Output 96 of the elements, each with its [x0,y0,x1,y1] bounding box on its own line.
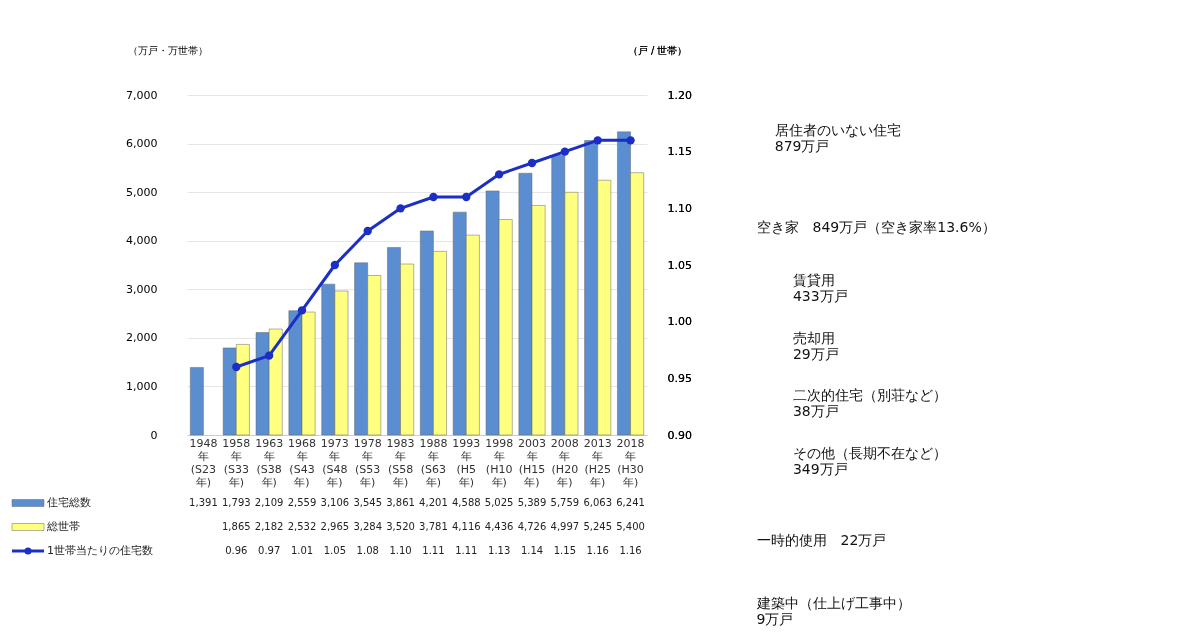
x-tick-label: 1968年(S43年) [288,436,316,489]
data-label: 1,793 [221,497,251,508]
point [330,260,340,270]
text: 二次的住宅（別荘など） 38万戸 [792,387,947,420]
x-tick-label: 1978年(S53年) [353,436,382,489]
data-label: 3,781 [419,521,448,532]
x-tick-label: 1988年(S63年) [419,436,448,489]
data-label: 2,182 [254,521,284,532]
data-label: 6,241 [616,497,645,508]
data-label: 1.05 [323,545,346,556]
data-label: 3,106 [320,497,350,508]
y2-tick-label: 1.05 [667,258,692,272]
y-tick-label: 2,000 [126,331,158,345]
x-tick-label: 1963年(S38年) [255,436,284,489]
point [494,170,504,179]
data-label: 4,116 [451,521,481,532]
data-label: 1.10 [389,545,412,556]
data-label: 1.15 [553,545,576,556]
x-tick-label: 1958年(S33年) [222,436,251,489]
text: 売却用 29万戸 [792,329,839,362]
x-tick-label: 2013年(H25年) [583,436,612,489]
data-label: 1.11 [455,545,478,556]
data-label: 2,559 [287,497,317,508]
bar [190,367,204,436]
text: 建築中（仕上げ工事中） 9万戸 [755,595,911,628]
point [264,351,274,360]
text: 一時的使用 22万戸 [756,532,887,549]
x-tick-label: 2008年(H20年) [550,436,579,489]
data-label: 1.16 [586,545,609,556]
point [297,306,307,315]
y-tick-label: 1,000 [126,379,158,393]
data-label: 5,389 [517,497,547,508]
y2-tick-label: 1.00 [667,315,692,329]
data-label: 3,520 [386,521,415,532]
point [593,136,602,145]
point [462,192,471,202]
text: 賃貸用 433万戸 [792,271,848,304]
y2-tick-label: 1.20 [667,88,692,102]
point [560,147,570,156]
data-label: 5,245 [583,521,613,532]
data-label: 5,400 [616,521,645,532]
y2-tick-label: 1.10 [667,201,692,215]
data-label: 1,865 [221,521,251,532]
data-label: 1.08 [356,545,379,556]
point [232,362,241,372]
data-label: 1.16 [619,545,642,556]
text: その他（長期不在など） 349万戸 [792,445,947,478]
point [429,192,438,202]
data-label: 4,201 [419,497,448,508]
y2-tick-label: 0.95 [667,371,692,385]
data-label: 3,545 [353,497,383,508]
y-tick-label: 4,000 [126,234,158,248]
x-tick-label: 1983年(S58年) [386,436,415,489]
data-label: 2,965 [320,521,350,532]
y2-tick-label: 0.90 [667,428,692,442]
text: 居住者のいない住宅 879万戸 [774,121,901,154]
x-tick-label: 1948年(S23年) [189,436,218,489]
data-label: 3,861 [386,497,415,508]
point [527,158,537,168]
data-label: 4,997 [550,521,580,532]
legend-label: 1世帯当たりの住宅数 [47,544,153,557]
data-label: 3,284 [353,521,383,532]
y-tick-label: 5,000 [126,185,158,199]
y-tick-label: 6,000 [126,137,158,151]
data-label: 1.14 [520,545,544,556]
y-axis-title: （万戸・万世帯） [127,44,208,56]
data-label: 1,391 [189,497,218,508]
data-label: 5,025 [484,497,514,508]
data-label: 0.96 [225,545,248,556]
y-tick-label: 0 [150,428,158,442]
data-label: 6,063 [583,497,613,508]
x-tick-label: 2018年(H30年) [616,436,645,489]
point [396,204,405,213]
x-tick-label: 1998年(H10年) [485,436,514,489]
data-label: 2,109 [254,497,284,508]
data-label: 4,436 [484,521,514,532]
data-label: 0.97 [258,545,281,556]
data-label: 1.01 [290,545,314,556]
text: 空き家 849万戸（空き家率13.6%） [756,218,996,235]
y-tick-label: 7,000 [126,88,158,102]
x-tick-label: 1993年(H5年) [452,436,481,489]
x-tick-label: 2003年(H15年) [518,436,546,489]
data-label: 4,588 [451,497,481,508]
data-label: 4,726 [517,521,547,532]
y2-axis-title: （戸 / 世帯） [627,44,688,56]
x-tick-label: 1973年(S48年) [320,436,349,489]
data-label: 5,759 [550,497,580,508]
point [626,136,635,145]
data-label: 1.13 [488,545,511,556]
y2-tick-label: 1.15 [667,145,692,159]
point [363,226,372,236]
data-label: 1.11 [422,545,445,556]
legend-label: 住宅総数 [47,496,91,509]
y-tick-label: 3,000 [126,282,158,296]
legend-label: 総世帯 [46,520,80,533]
data-label: 2,532 [287,521,317,532]
